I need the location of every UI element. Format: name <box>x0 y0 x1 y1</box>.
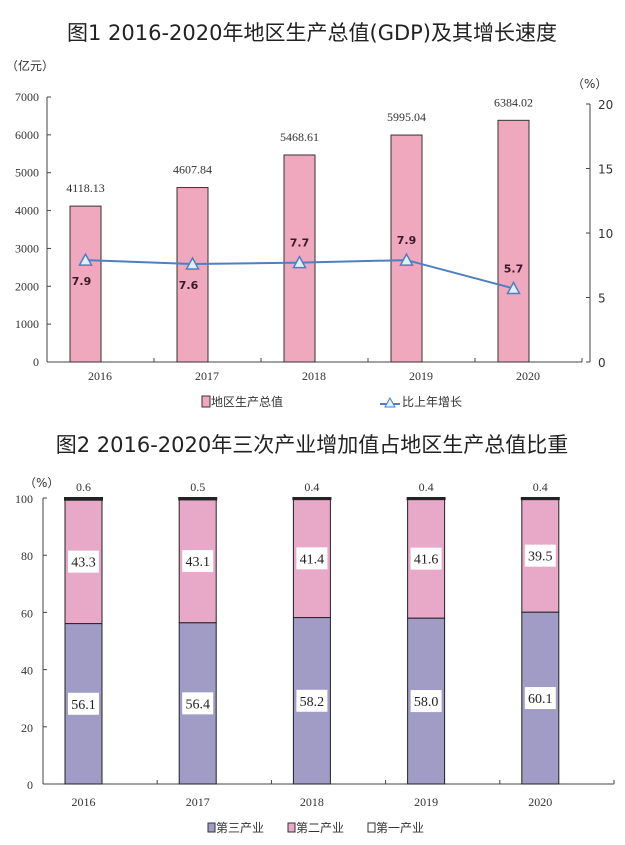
legend-triangle-icon <box>384 396 396 408</box>
right-tick-label: 15 <box>598 163 613 177</box>
chart1-right-unit: （%） <box>572 77 607 91</box>
legend-label-gdp: 地区生产总值 <box>211 394 283 409</box>
x-tick-label: 2019 <box>409 369 433 383</box>
segment-data-label: 58.0 <box>414 695 439 710</box>
left-tick-label: 0 <box>33 355 39 369</box>
left-tick-label: 4000 <box>15 204 39 218</box>
stacked-bar-segment <box>406 497 446 501</box>
right-tick-label: 5 <box>598 292 606 306</box>
segment-data-label: 43.1 <box>185 555 210 570</box>
chart1-title: 图1 2016-2020年地区生产总值(GDP)及其增长速度 <box>67 21 557 45</box>
segment-data-label: 43.3 <box>71 556 96 571</box>
growth-data-label: 7.7 <box>290 237 310 250</box>
x-tick-label: 2016 <box>72 795 96 809</box>
gdp-data-label: 5995.04 <box>387 110 426 124</box>
left-tick-label: 3000 <box>15 241 39 255</box>
segment-data-label: 60.1 <box>528 692 553 707</box>
segment-data-label: 58.2 <box>300 695 325 710</box>
segment-data-label: 41.4 <box>300 552 325 567</box>
data-label-box <box>410 690 442 713</box>
data-label-box <box>182 692 214 715</box>
gdp-data-label: 6384.02 <box>494 95 533 109</box>
primary-data-label: 0.4 <box>419 480 434 494</box>
y-tick-label: 100 <box>15 492 33 506</box>
stacked-bar-segment <box>520 497 560 501</box>
legend-swatch <box>367 822 376 833</box>
growth-marker <box>292 255 307 269</box>
segment-data-label: 56.1 <box>71 698 96 713</box>
chart2-title: 图2 2016-2020年三次产业增加值占地区生产总值比重 <box>56 433 569 457</box>
right-tick-label: 10 <box>598 227 613 241</box>
primary-data-label: 0.5 <box>190 480 205 494</box>
left-tick-label: 6000 <box>15 128 39 142</box>
y-tick-label: 40 <box>21 664 33 678</box>
y-tick-label: 20 <box>21 721 33 735</box>
primary-data-label: 0.4 <box>533 480 548 494</box>
data-label-box <box>68 692 99 715</box>
data-label-box <box>296 547 328 570</box>
growth-data-label: 7.9 <box>397 234 417 247</box>
gdp-bar <box>497 119 530 363</box>
segment-data-label: 39.5 <box>528 550 553 565</box>
growth-data-label: 5.7 <box>504 262 524 275</box>
growth-marker <box>185 256 200 270</box>
chart1-left-unit: （亿元） <box>6 58 54 73</box>
legend-swatch-gdp <box>201 395 211 408</box>
y-tick-label: 0 <box>27 778 33 792</box>
y-tick-label: 60 <box>21 606 33 620</box>
stacked-bar-segment <box>64 497 103 501</box>
left-tick-label: 7000 <box>15 90 39 104</box>
legend-label: 第三产业 <box>216 821 264 835</box>
x-tick-label: 2016 <box>88 369 112 383</box>
gdp-data-label: 4607.84 <box>173 163 212 177</box>
x-tick-label: 2018 <box>300 795 324 809</box>
segment-data-label: 56.4 <box>185 697 210 712</box>
primary-data-label: 0.4 <box>304 480 319 494</box>
legend-label: 第二产业 <box>296 821 344 835</box>
data-label-box <box>296 689 328 712</box>
growth-marker <box>506 280 521 295</box>
stacked-bar-segment <box>178 497 218 501</box>
gdp-data-label: 4118.13 <box>66 181 105 195</box>
growth-marker <box>78 252 93 266</box>
x-tick-label: 2020 <box>516 369 540 383</box>
gdp-bar <box>390 134 423 363</box>
right-tick-label: 0 <box>598 356 606 370</box>
stacked-bar-segment <box>292 497 332 501</box>
y-tick-label: 80 <box>21 549 33 563</box>
growth-data-label: 7.9 <box>72 275 92 288</box>
left-tick-label: 1000 <box>15 317 39 331</box>
growth-data-label: 7.6 <box>179 279 199 292</box>
data-label-box <box>524 544 556 567</box>
segment-data-label: 41.6 <box>414 553 439 568</box>
primary-data-label: 0.6 <box>76 480 91 494</box>
gdp-bar <box>69 205 102 363</box>
chart2-plot: 0 20 40 60 80 100 56.1 43.3 0.6 2016 56.4 43.1 0.5 20… <box>15 480 615 835</box>
chart1-plot: 0 1000 2000 3000 4000 5000 6000 7000 0 5 10 15 20 411… <box>15 90 613 409</box>
legend-swatch <box>287 822 296 833</box>
data-label-box <box>524 687 556 710</box>
right-tick-label: 20 <box>598 98 613 112</box>
chart2-unit: （%） <box>24 476 59 490</box>
x-tick-label: 2017 <box>195 369 219 383</box>
gdp-data-label: 5468.61 <box>280 130 319 144</box>
x-tick-label: 2018 <box>302 369 326 383</box>
left-tick-label: 5000 <box>15 166 39 180</box>
growth-marker <box>399 252 414 266</box>
gdp-bar <box>176 187 209 363</box>
data-label-box <box>182 550 214 573</box>
legend-label: 第一产业 <box>376 821 424 835</box>
x-tick-label: 2017 <box>186 795 210 809</box>
x-tick-label: 2019 <box>414 795 438 809</box>
left-tick-label: 2000 <box>15 279 39 293</box>
legend-label-growth: 比上年增长 <box>402 395 462 409</box>
data-label-box <box>68 550 99 573</box>
legend-swatch <box>207 822 216 833</box>
data-label-box <box>410 547 442 570</box>
x-tick-label: 2020 <box>528 795 552 809</box>
